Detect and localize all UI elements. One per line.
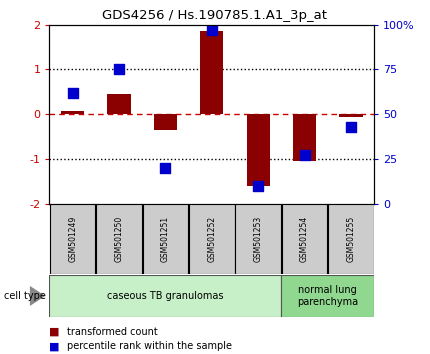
Bar bbox=[281, 275, 374, 317]
Text: transformed count: transformed count bbox=[67, 327, 157, 337]
Text: cell type: cell type bbox=[4, 291, 46, 301]
Point bbox=[301, 153, 308, 158]
Bar bbox=[236, 204, 281, 274]
Text: caseous TB granulomas: caseous TB granulomas bbox=[107, 291, 224, 301]
Text: GSM501250: GSM501250 bbox=[114, 216, 123, 262]
Text: GDS4256 / Hs.190785.1.A1_3p_at: GDS4256 / Hs.190785.1.A1_3p_at bbox=[102, 9, 328, 22]
Bar bbox=[293, 114, 316, 161]
Text: ■: ■ bbox=[49, 341, 60, 351]
Bar bbox=[108, 94, 131, 114]
Bar bbox=[61, 111, 84, 114]
Text: GSM501249: GSM501249 bbox=[68, 216, 77, 262]
Text: GSM501253: GSM501253 bbox=[254, 216, 263, 262]
Point bbox=[255, 183, 261, 188]
Polygon shape bbox=[30, 286, 45, 306]
Bar bbox=[50, 204, 95, 274]
Bar bbox=[154, 114, 177, 130]
Text: normal lung
parenchyma: normal lung parenchyma bbox=[297, 285, 358, 307]
Bar bbox=[328, 204, 374, 274]
Bar bbox=[200, 32, 223, 114]
Bar bbox=[143, 204, 188, 274]
Text: ■: ■ bbox=[49, 327, 60, 337]
Text: GSM501251: GSM501251 bbox=[161, 216, 170, 262]
Text: GSM501254: GSM501254 bbox=[300, 216, 309, 262]
Text: percentile rank within the sample: percentile rank within the sample bbox=[67, 341, 232, 351]
Bar bbox=[282, 204, 327, 274]
Text: GSM501252: GSM501252 bbox=[207, 216, 216, 262]
Point bbox=[69, 90, 76, 96]
Bar bbox=[339, 114, 362, 117]
Bar bbox=[96, 204, 142, 274]
Point bbox=[209, 27, 215, 33]
Point bbox=[162, 165, 169, 171]
Point bbox=[116, 67, 123, 72]
Text: GSM501255: GSM501255 bbox=[347, 216, 356, 262]
Bar bbox=[49, 275, 281, 317]
Bar bbox=[189, 204, 234, 274]
Point bbox=[347, 124, 354, 130]
Bar bbox=[246, 114, 270, 185]
